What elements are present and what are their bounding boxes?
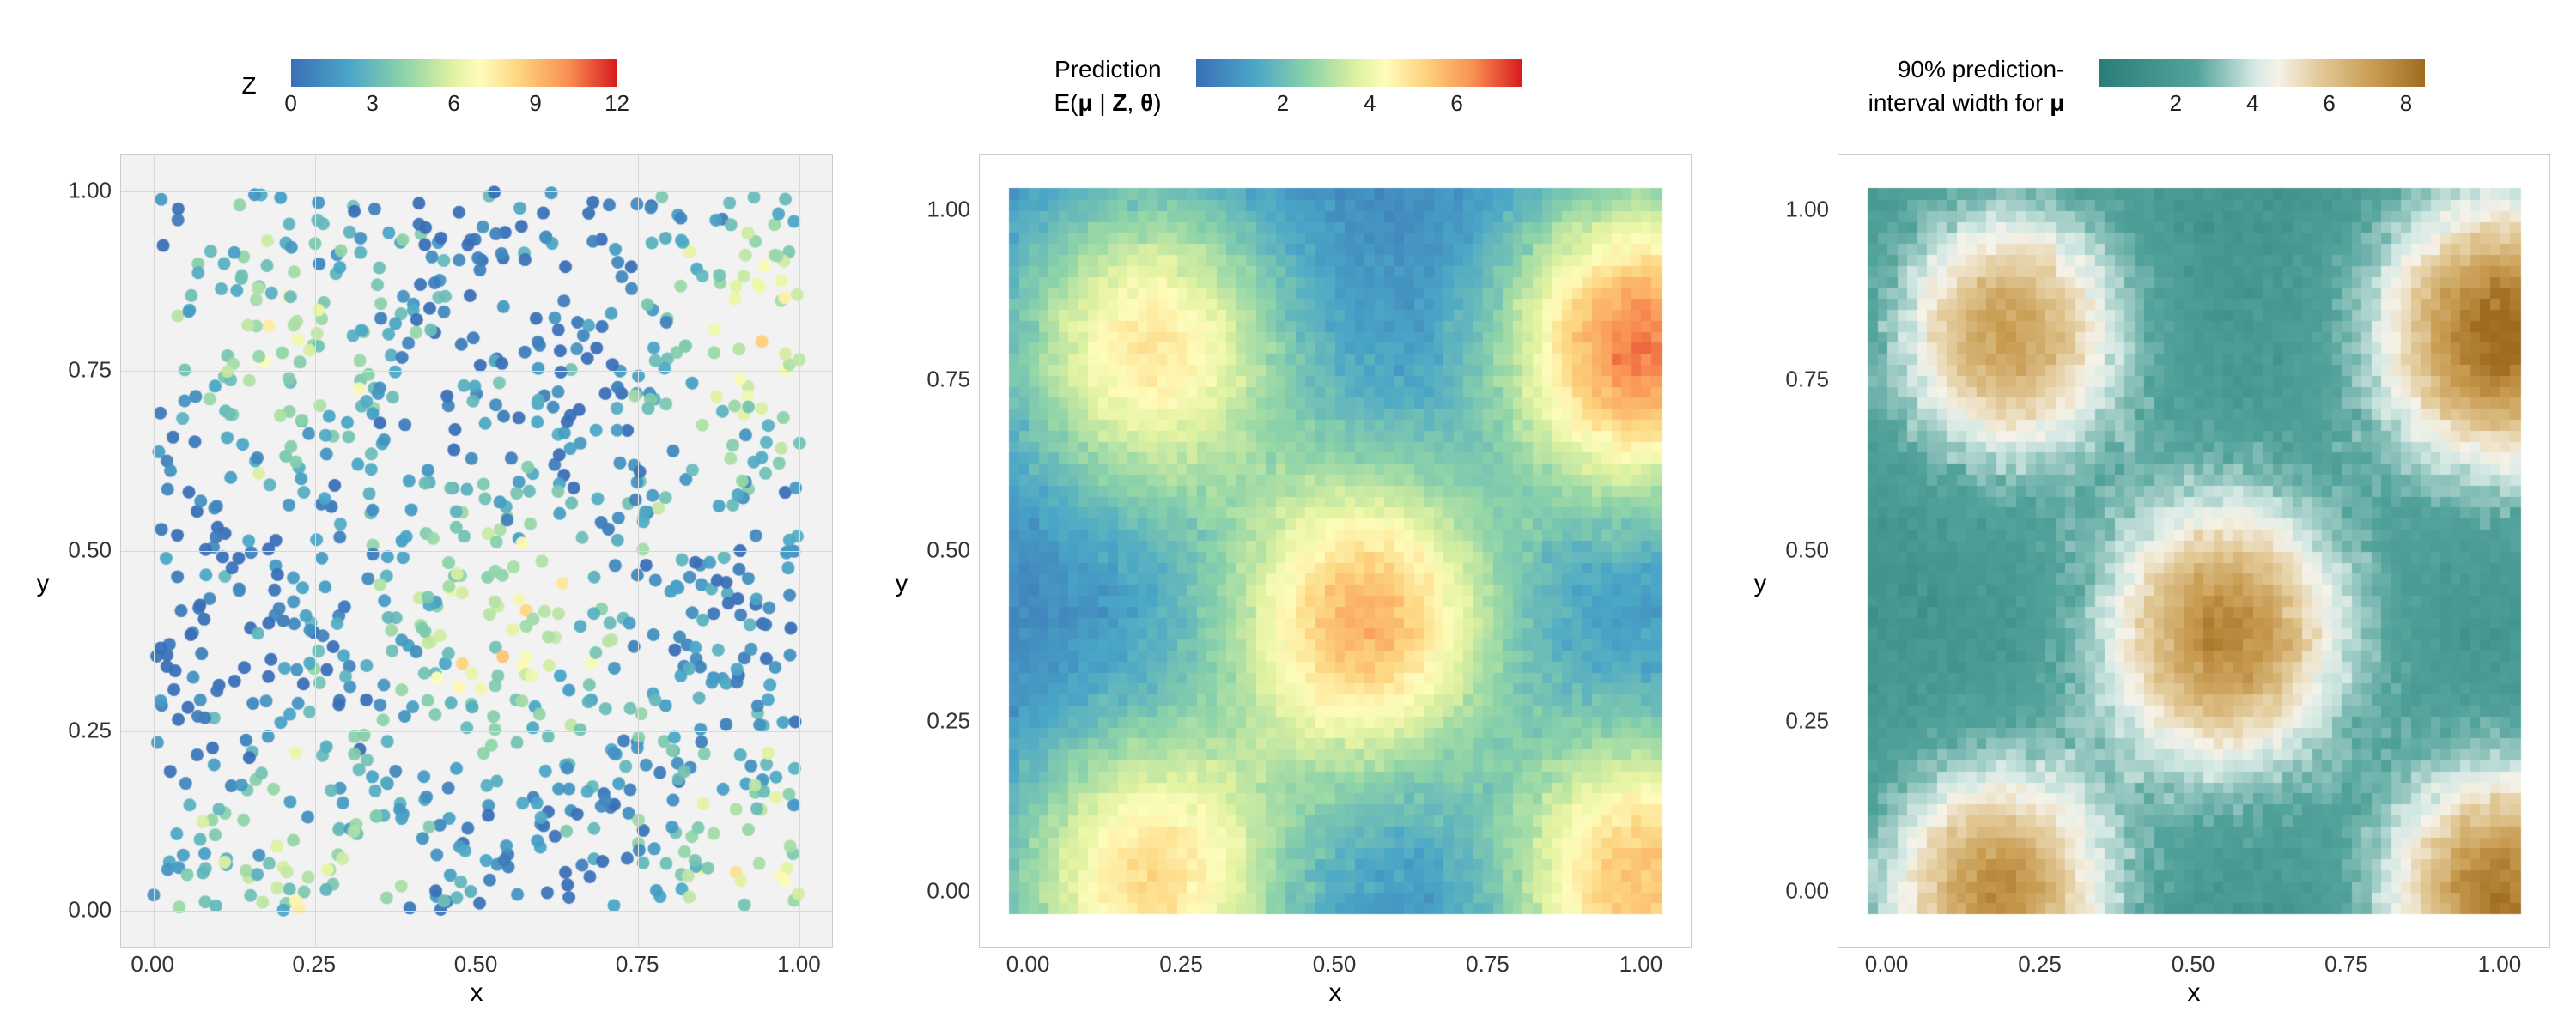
y-axis-label: y	[26, 154, 60, 1013]
panel-interval_width: 90% prediction-interval width for μ2468y…	[1717, 0, 2576, 1030]
plot-area	[1838, 154, 2550, 948]
colorbar-tick: 2	[2170, 90, 2182, 117]
colorbar-tick: 0	[284, 90, 296, 117]
y-tick: 1.00	[927, 196, 970, 222]
y-tick: 0.75	[68, 357, 112, 384]
y-tick: 0.00	[68, 897, 112, 924]
legend-title: PredictionE(μ | Z, θ)	[1054, 52, 1161, 119]
legend-row: PredictionE(μ | Z, θ)246	[884, 17, 1692, 154]
x-tick: 0.50	[454, 951, 498, 978]
plot-wrap: y 0.00 0.25 0.50 0.75 1.00 0.00 0.25 0.50 0.75 1.0…	[884, 154, 1692, 1013]
y-tick: 0.25	[68, 717, 112, 743]
colorbar-tick: 6	[2323, 90, 2335, 117]
legend-title: Z	[241, 69, 256, 102]
y-tick: 1.00	[68, 177, 112, 203]
x-tick: 1.00	[777, 951, 821, 978]
y-tick: 0.50	[1785, 537, 1829, 564]
colorbar-ticks: 246	[1196, 87, 1522, 112]
x-tick: 0.75	[1466, 951, 1510, 978]
x-tick: 0.00	[131, 951, 174, 978]
y-tick: 0.75	[927, 367, 970, 393]
grid-line-h	[121, 731, 832, 732]
plot-area	[120, 154, 833, 948]
y-axis-label: y	[1743, 154, 1777, 1013]
x-axis-ticks: 0.00 0.25 0.50 0.75 1.00	[979, 948, 1692, 978]
grid-line-h	[121, 551, 832, 552]
colorbar-tick: 6	[447, 90, 459, 117]
grid-line-h	[121, 911, 832, 912]
y-tick: 0.00	[927, 878, 970, 905]
colorbar	[1196, 59, 1522, 87]
plot-wrap: y 0.00 0.25 0.50 0.75 1.00 0.00 0.25 0.50 0.75 1.0…	[26, 154, 833, 1013]
x-tick: 1.00	[1619, 951, 1663, 978]
y-tick: 1.00	[1785, 196, 1829, 222]
y-axis-ticks: 0.00 0.25 0.50 0.75 1.00	[60, 154, 120, 1013]
colorbar-wrap: 246	[1196, 59, 1522, 112]
colorbar-ticks: 2468	[2099, 87, 2425, 112]
y-tick: 0.75	[1785, 367, 1829, 393]
colorbar-tick: 6	[1450, 90, 1462, 117]
y-tick: 0.50	[927, 537, 970, 564]
colorbar-tick: 12	[605, 90, 629, 117]
x-tick: 0.25	[293, 951, 337, 978]
grid-line-h	[121, 191, 832, 192]
heatmap-canvas	[1838, 155, 2549, 947]
colorbar-tick: 3	[366, 90, 378, 117]
panel-scatter_z: Z036912y0.000.250.500.751.000.000.250.50…	[0, 0, 859, 1030]
colorbar-tick: 8	[2400, 90, 2412, 117]
x-tick: 0.00	[1865, 951, 1909, 978]
panel-prediction_mu: PredictionE(μ | Z, θ)246y0.000.250.500.7…	[859, 0, 1717, 1030]
x-axis-label: x	[120, 978, 833, 1013]
plot-column: 0.00 0.25 0.50 0.75 1.00x	[979, 154, 1692, 1013]
grid-line-h	[121, 371, 832, 372]
colorbar-wrap: 036912	[291, 59, 617, 112]
x-axis-ticks: 0.00 0.25 0.50 0.75 1.00	[120, 948, 833, 978]
y-tick: 0.25	[1785, 707, 1829, 734]
colorbar	[291, 59, 617, 87]
x-tick: 0.75	[616, 951, 659, 978]
y-tick: 0.00	[1785, 878, 1829, 905]
y-tick: 0.25	[927, 707, 970, 734]
x-axis-ticks: 0.00 0.25 0.50 0.75 1.00	[1838, 948, 2550, 978]
y-tick: 0.50	[68, 537, 112, 564]
colorbar-tick: 4	[1364, 90, 1376, 117]
x-tick: 0.00	[1006, 951, 1050, 978]
colorbar-tick: 2	[1277, 90, 1289, 117]
x-tick: 0.25	[2018, 951, 2062, 978]
x-tick: 0.50	[2172, 951, 2215, 978]
plot-area	[979, 154, 1692, 948]
x-tick: 0.25	[1159, 951, 1203, 978]
plot-wrap: y 0.00 0.25 0.50 0.75 1.00 0.00 0.25 0.50 0.75 1.0…	[1743, 154, 2550, 1013]
colorbar-tick: 4	[2246, 90, 2258, 117]
legend-title: 90% prediction-interval width for μ	[1868, 52, 2065, 119]
heatmap-canvas	[980, 155, 1691, 947]
y-axis-label: y	[884, 154, 919, 1013]
x-axis-label: x	[979, 978, 1692, 1013]
colorbar-ticks: 036912	[291, 87, 617, 112]
x-axis-label: x	[1838, 978, 2550, 1013]
colorbar	[2099, 59, 2425, 87]
y-axis-ticks: 0.00 0.25 0.50 0.75 1.00	[919, 154, 979, 1013]
plot-column: 0.00 0.25 0.50 0.75 1.00x	[1838, 154, 2550, 1013]
x-tick: 0.50	[1313, 951, 1357, 978]
colorbar-wrap: 2468	[2099, 59, 2425, 112]
x-tick: 1.00	[2478, 951, 2522, 978]
plot-column: 0.00 0.25 0.50 0.75 1.00x	[120, 154, 833, 1013]
x-tick: 0.75	[2324, 951, 2368, 978]
colorbar-tick: 9	[529, 90, 541, 117]
legend-row: 90% prediction-interval width for μ2468	[1743, 17, 2550, 154]
legend-row: Z036912	[26, 17, 833, 154]
y-axis-ticks: 0.00 0.25 0.50 0.75 1.00	[1777, 154, 1838, 1013]
